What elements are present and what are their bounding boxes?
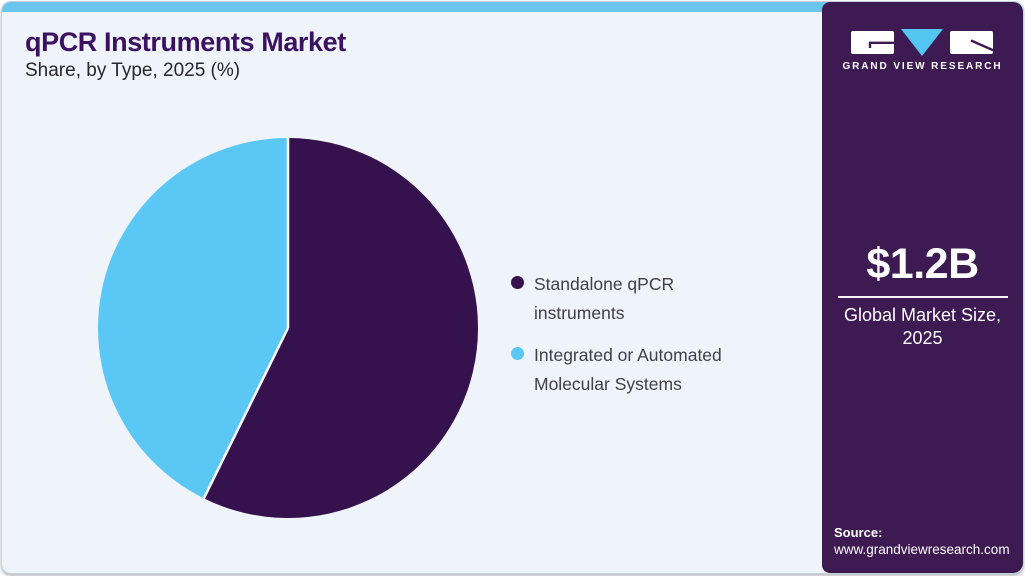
legend-label-standalone: Standalone qPCR instruments [534, 274, 675, 323]
source-label: Source: [834, 525, 883, 540]
pie-slice-0 [203, 138, 479, 518]
brand-name: GRAND VIEW RESEARCH [842, 61, 1003, 72]
legend-item-standalone: Standalone qPCR instruments [511, 270, 742, 328]
pie-slice-separator [202, 327, 290, 499]
top-accent-strip [2, 2, 1023, 12]
pie-chart-container [96, 136, 480, 520]
pie-chart [98, 138, 479, 518]
legend-item-integrated: Integrated or Automated Molecular System… [511, 341, 742, 399]
market-size-divider [837, 296, 1008, 298]
legend-bullet-standalone [511, 276, 524, 289]
brand-sidebar: GRAND VIEW RESEARCH $1.2B Global Market … [822, 2, 1023, 573]
logo-v-triangle [901, 29, 943, 56]
market-size-block: $1.2B Global Market Size, 2025 [822, 240, 1023, 350]
grand-view-research-logo-icon [851, 29, 995, 56]
legend-bullet-integrated [511, 347, 524, 360]
pie-slice-1 [98, 138, 288, 499]
page-subtitle: Share, by Type, 2025 (%) [25, 60, 241, 81]
market-size-caption: Global Market Size, 2025 [843, 305, 1002, 348]
market-size-value: $1.2B [866, 240, 979, 288]
legend-label-integrated: Integrated or Automated Molecular System… [534, 345, 722, 394]
source-block: Source: www.grandviewresearch.com [834, 525, 1010, 557]
chart-area: qPCR Instruments Market Share, by Type, … [2, 2, 824, 573]
source-url: www.grandviewresearch.com [834, 542, 1010, 557]
chart-legend: Standalone qPCR instruments Integrated o… [511, 270, 742, 412]
page-title: qPCR Instruments Market [25, 27, 346, 57]
